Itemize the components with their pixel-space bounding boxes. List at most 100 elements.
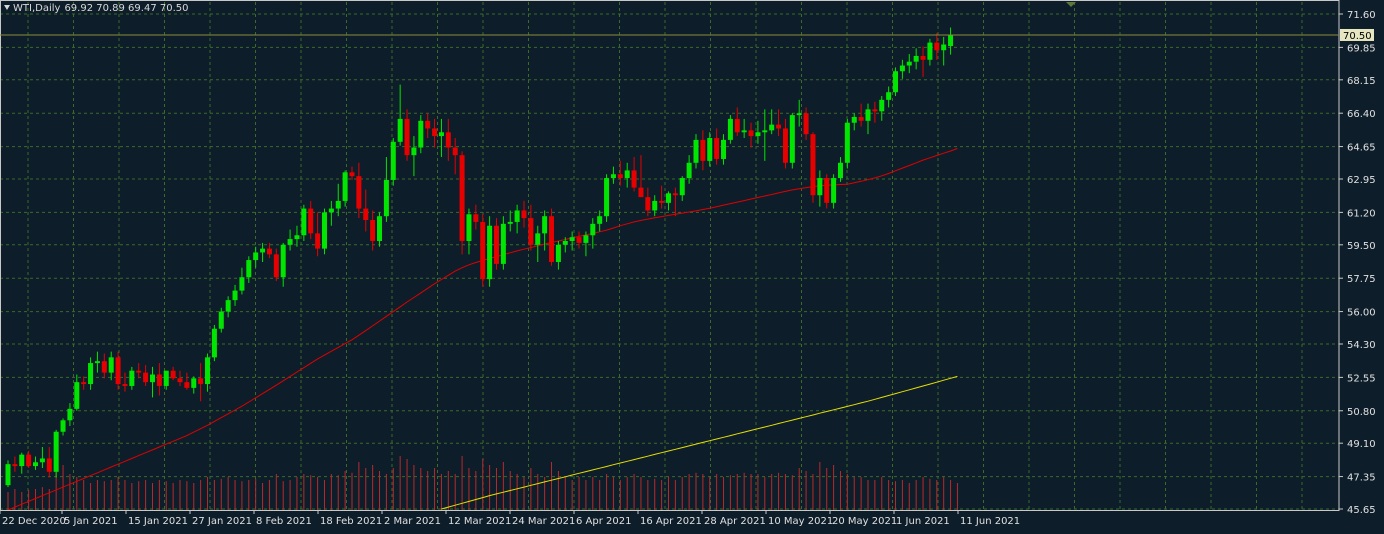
candle-bull [865,109,871,121]
candle-bear [824,178,830,203]
candle-bear [452,147,458,156]
candle-bear [803,113,809,135]
collapse-triangle-icon[interactable] [4,5,10,10]
candle-bear [198,378,204,385]
candle-bear [308,208,314,234]
candle-bull [5,464,11,486]
candle-bull [590,223,596,236]
candle-bull [19,454,25,467]
candle-bear [920,55,926,60]
candle-bear [493,225,499,264]
candle-bull [94,361,100,364]
candle-bull [328,208,334,213]
candle-bull [624,170,630,179]
candle-bear [734,118,740,133]
x-tick-label: 1 Jun 2021 [896,516,950,527]
candle-bull [542,216,548,234]
candle-bull [851,117,857,123]
y-tick-label: 61.20 [1347,208,1376,219]
y-tick-label: 50.80 [1347,407,1376,418]
candle-bear [659,200,665,203]
last-price-label: 70.50 [1343,31,1372,42]
candle-bull [507,221,513,224]
candle-bull [535,233,541,245]
x-tick-label: 10 May 2021 [768,516,833,527]
candle-bull [886,92,892,100]
candle-bull [514,210,520,222]
candle-bear [700,139,706,161]
candle-bull [948,34,954,47]
candle-bull [390,141,396,180]
price-axis[interactable]: 71.60 69.85 68.15 66.40 64.65 62.95 61.20 59.50… [1339,10,1376,516]
y-tick-label: 64.65 [1347,143,1376,154]
candle-bear [170,370,176,379]
candle-bull [693,139,699,163]
y-tick-label: 52.55 [1347,373,1376,384]
x-tick-label: 12 Mar 2021 [448,516,511,527]
candle-bull [899,65,905,72]
candle-bear [432,128,438,137]
candle-bear [143,372,149,383]
candles [5,27,954,488]
candle-bull [652,200,658,211]
candle-bull [218,311,224,329]
x-tick-label: 6 Apr 2021 [576,516,631,527]
candle-bull [294,235,300,240]
candle-bear [521,210,527,219]
candle-bull [817,178,823,196]
candle-bear [528,218,534,245]
candle-bull [466,214,472,241]
candle-bear [425,120,431,129]
candle-bear [748,130,754,137]
candle-bear [576,237,582,243]
y-tick-label: 57.75 [1347,274,1376,285]
candle-bear [638,187,644,198]
y-tick-label: 49.10 [1347,439,1376,450]
last-price-marker [0,2,1339,36]
candle-bear [363,208,369,221]
candle-bear [136,370,142,373]
candle-bear [26,454,32,467]
candle-bear [480,221,486,280]
candle-bull [239,277,245,291]
candle-bull [411,147,417,156]
candle-bull [487,225,493,280]
candle-bear [81,382,87,385]
x-tick-label: 15 Jan 2021 [128,516,188,527]
candle-bull [260,248,266,253]
candle-bull [831,178,837,203]
candle-bear [934,42,940,51]
candle-bull [941,44,947,51]
candle-bull [569,237,575,241]
candle-bear [356,176,362,209]
y-tick-label: 59.50 [1347,241,1376,252]
candle-bull [686,162,692,179]
candle-bull [163,370,169,386]
x-tick-label: 22 Dec 2020 [2,516,66,527]
candle-bull [837,162,843,179]
x-tick-label: 8 Feb 2021 [256,516,312,527]
candle-bull [321,212,327,249]
candle-bear [266,248,272,255]
candle-bull [741,130,747,133]
candle-bear [473,214,479,222]
volume-bars [7,456,958,510]
candle-bull [246,260,252,278]
x-tick-label: 5 Jan 2021 [64,516,118,527]
candle-bull [610,174,616,179]
candle-bull [342,172,348,201]
symbol-label: WTI,Daily [13,3,61,14]
candle-bull [397,118,403,142]
candle-bull [906,61,912,66]
candle-bull [108,357,114,373]
candle-bear [672,193,678,196]
candle-bear [404,118,410,156]
candle-bear [858,117,864,121]
candle-bear [101,361,107,373]
candle-bear [617,174,623,179]
candle-bear [177,378,183,383]
candle-bull [191,378,197,388]
ma-long-line [441,375,958,510]
